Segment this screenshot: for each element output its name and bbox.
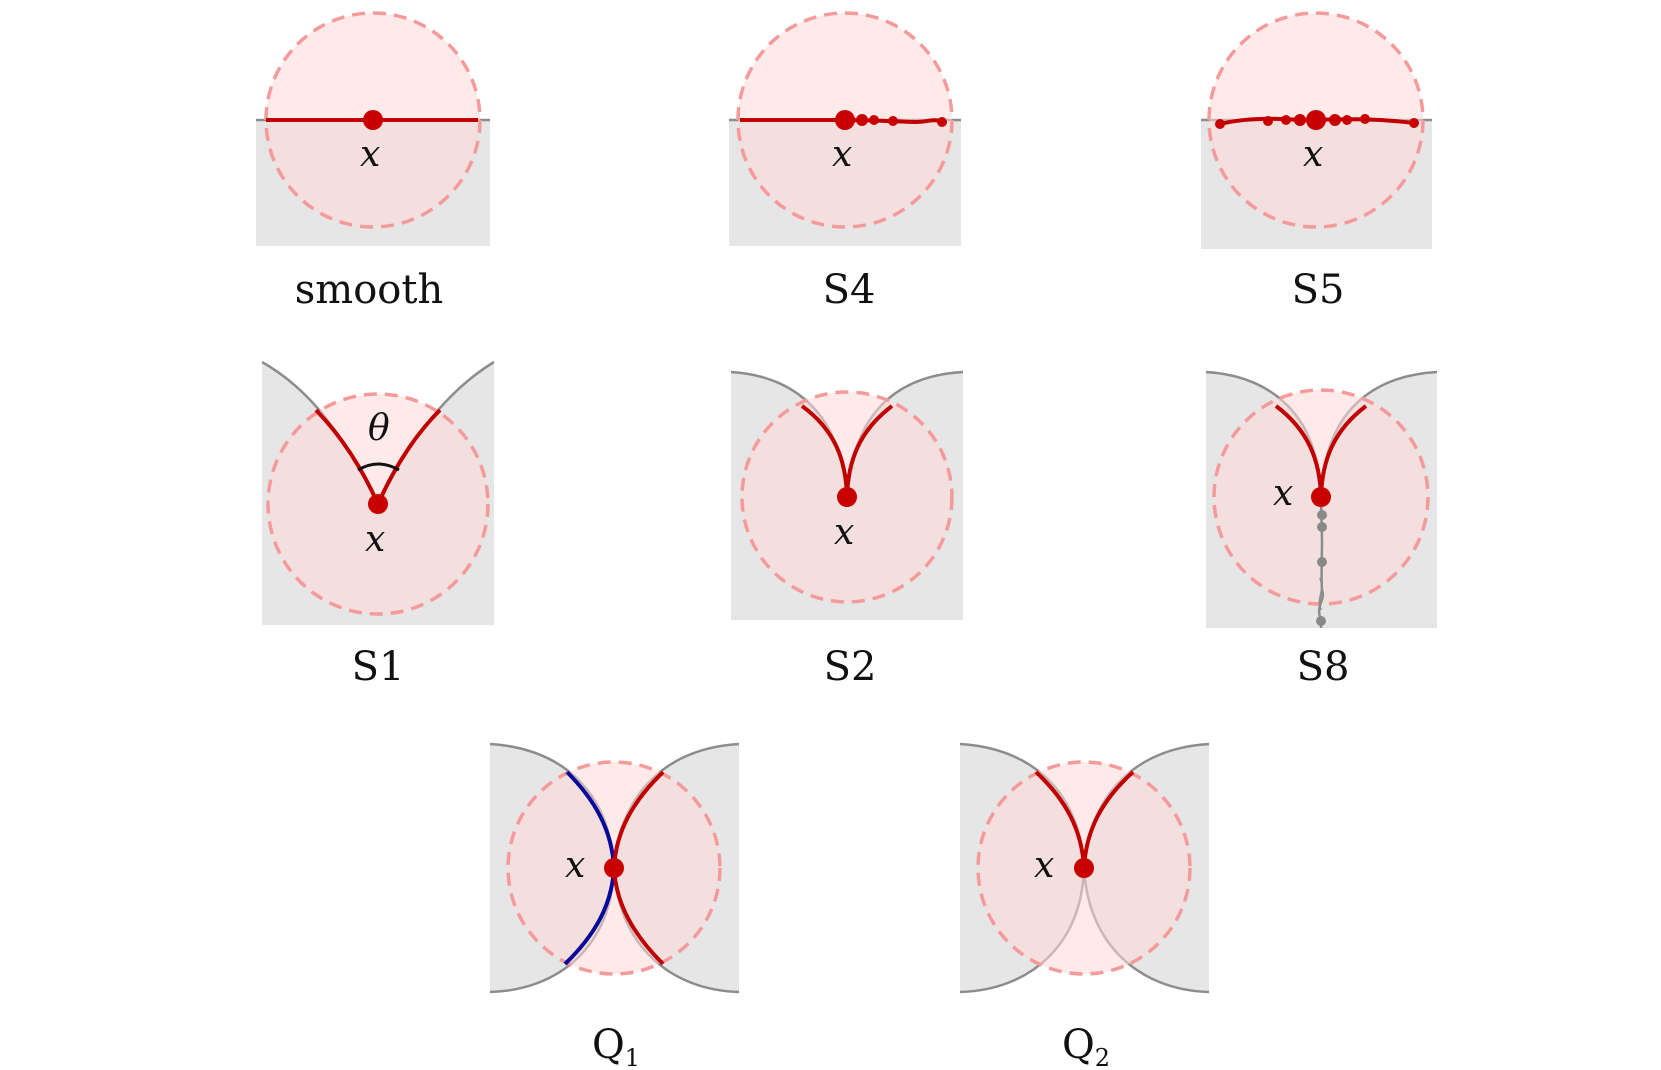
panel-q2: x Q2 xyxy=(959,742,1210,1070)
point-label-q1: x xyxy=(565,845,585,886)
caption-smooth: smooth xyxy=(295,267,443,313)
point-label-s2: x xyxy=(834,512,854,553)
point-x-s5 xyxy=(1306,110,1326,130)
angle-label-s1: θ xyxy=(368,408,390,449)
point-x-q1 xyxy=(604,858,624,878)
point-label-s5: x xyxy=(1303,134,1323,175)
point-x-q2 xyxy=(1074,858,1094,878)
panel-s1: θ x S1 xyxy=(261,360,495,690)
point-x-smooth xyxy=(363,110,383,130)
panel-s2: x S2 xyxy=(730,370,964,690)
caption-q1: Q1 xyxy=(592,1022,640,1070)
point-label-smooth: x xyxy=(360,134,380,175)
caption-q2: Q2 xyxy=(1062,1022,1110,1070)
panel-q1: x Q1 xyxy=(489,742,740,1070)
point-label-s4: x xyxy=(832,134,852,175)
point-x-s8 xyxy=(1311,487,1331,507)
panel-s5: x S5 xyxy=(1201,11,1432,313)
point-label-s8: x xyxy=(1273,473,1293,514)
panel-s4: x S4 xyxy=(729,11,961,313)
point-label-s1: x xyxy=(365,519,385,560)
point-x-s4 xyxy=(835,110,855,130)
caption-s1: S1 xyxy=(352,644,405,690)
caption-s2: S2 xyxy=(824,644,877,690)
point-x-s1 xyxy=(368,494,388,514)
caption-s4: S4 xyxy=(823,267,876,313)
panel-smooth: x smooth xyxy=(256,11,490,313)
panel-s8: x S8 xyxy=(1205,370,1438,690)
point-x-s2 xyxy=(837,487,857,507)
caption-s5: S5 xyxy=(1292,267,1345,313)
point-label-q2: x xyxy=(1034,845,1054,886)
caption-s8: S8 xyxy=(1297,644,1350,690)
